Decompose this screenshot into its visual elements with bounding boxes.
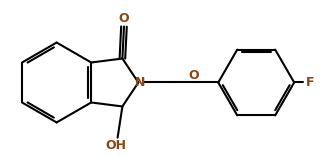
Text: O: O xyxy=(189,69,199,82)
Text: OH: OH xyxy=(106,139,126,152)
Text: N: N xyxy=(135,76,145,89)
Text: O: O xyxy=(119,12,129,25)
Text: F: F xyxy=(306,76,314,89)
